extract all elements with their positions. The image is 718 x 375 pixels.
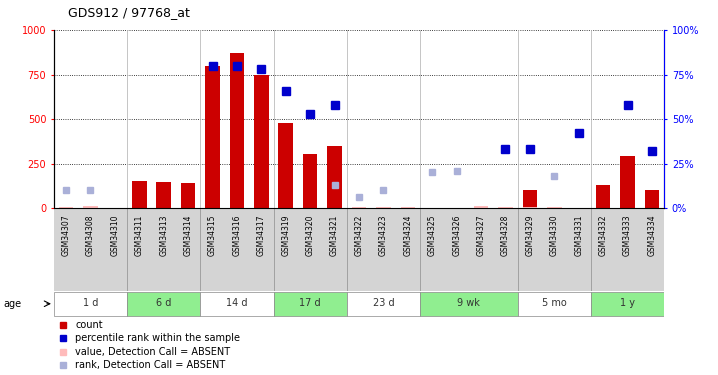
Text: 6 d: 6 d	[156, 298, 172, 308]
Text: GSM34325: GSM34325	[428, 215, 437, 256]
Text: GSM34316: GSM34316	[233, 215, 241, 256]
Text: 17 d: 17 d	[299, 298, 321, 308]
Text: GSM34326: GSM34326	[452, 215, 461, 256]
Text: 1 d: 1 d	[83, 298, 98, 308]
Bar	[83, 206, 98, 208]
Bar	[303, 154, 317, 208]
Text: GSM34319: GSM34319	[281, 215, 290, 256]
Text: count: count	[75, 320, 103, 330]
Bar	[181, 183, 195, 208]
Text: GSM34327: GSM34327	[477, 215, 485, 256]
Text: GSM34323: GSM34323	[379, 215, 388, 256]
Text: GSM34314: GSM34314	[184, 215, 192, 256]
Bar	[200, 292, 274, 316]
Bar	[127, 292, 200, 316]
Bar	[279, 123, 293, 208]
Text: percentile rank within the sample: percentile rank within the sample	[75, 333, 241, 344]
Bar	[645, 190, 659, 208]
Text: GSM34330: GSM34330	[550, 215, 559, 256]
Bar	[157, 182, 171, 208]
Bar	[376, 207, 391, 208]
Bar	[327, 146, 342, 208]
Text: GSM34307: GSM34307	[62, 215, 70, 256]
Bar	[347, 292, 420, 316]
Bar	[596, 185, 610, 208]
Bar	[620, 156, 635, 208]
Text: 9 wk: 9 wk	[457, 298, 480, 308]
Text: GSM34315: GSM34315	[208, 215, 217, 256]
Bar	[205, 66, 220, 208]
Text: GSM34311: GSM34311	[135, 215, 144, 256]
Text: GSM34317: GSM34317	[257, 215, 266, 256]
Bar	[420, 292, 518, 316]
Bar	[518, 292, 591, 316]
Bar	[547, 207, 561, 208]
Text: 1 y: 1 y	[620, 298, 635, 308]
Bar	[254, 75, 269, 208]
Bar	[474, 206, 488, 208]
Bar	[352, 207, 366, 208]
Bar	[274, 292, 347, 316]
Bar	[523, 190, 537, 208]
Bar	[401, 207, 415, 208]
Text: rank, Detection Call = ABSENT: rank, Detection Call = ABSENT	[75, 360, 225, 370]
Text: GSM34329: GSM34329	[526, 215, 534, 256]
Text: GSM34332: GSM34332	[599, 215, 607, 256]
Bar	[54, 292, 127, 316]
Text: GDS912 / 97768_at: GDS912 / 97768_at	[68, 6, 190, 19]
Bar	[230, 53, 244, 208]
Text: GSM34320: GSM34320	[306, 215, 314, 256]
Text: GSM34322: GSM34322	[355, 215, 363, 256]
Bar	[591, 292, 664, 316]
Text: GSM34321: GSM34321	[330, 215, 339, 256]
Text: 14 d: 14 d	[226, 298, 248, 308]
Text: GSM34331: GSM34331	[574, 215, 583, 256]
Text: age: age	[4, 299, 22, 309]
Text: GSM34310: GSM34310	[111, 215, 119, 256]
Bar	[498, 207, 513, 208]
Text: GSM34308: GSM34308	[86, 215, 95, 256]
Text: 23 d: 23 d	[373, 298, 394, 308]
Text: GSM34333: GSM34333	[623, 215, 632, 256]
Text: 5 mo: 5 mo	[542, 298, 567, 308]
Text: value, Detection Call = ABSENT: value, Detection Call = ABSENT	[75, 346, 230, 357]
Text: GSM34334: GSM34334	[648, 215, 656, 256]
Text: GSM34328: GSM34328	[501, 215, 510, 256]
Bar	[59, 207, 73, 208]
Text: GSM34313: GSM34313	[159, 215, 168, 256]
Text: GSM34324: GSM34324	[404, 215, 412, 256]
Bar	[523, 207, 537, 208]
Bar	[132, 180, 146, 208]
